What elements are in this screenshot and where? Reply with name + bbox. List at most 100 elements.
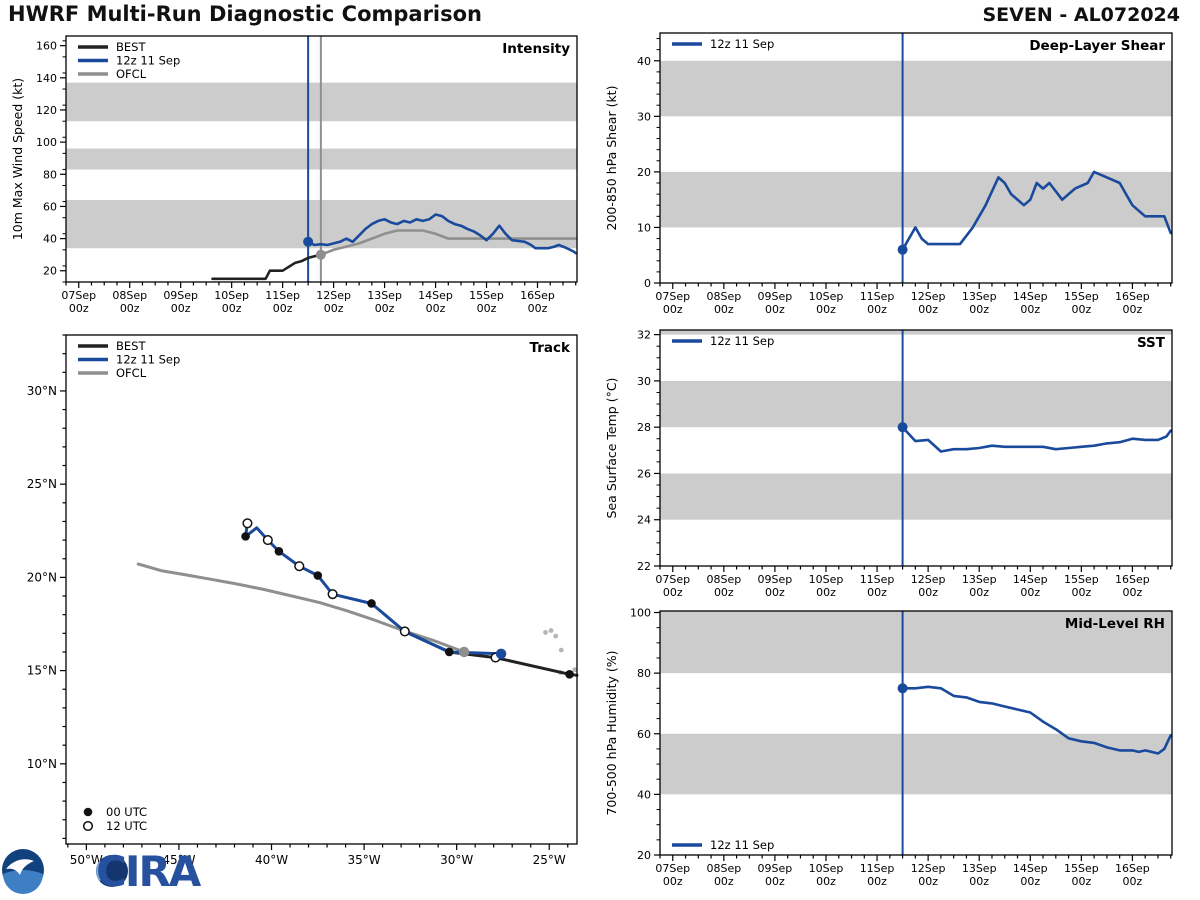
- x-tick-label: 00z: [969, 875, 989, 888]
- category-band: [660, 733, 1172, 795]
- x-tick-label: 07Sep: [655, 290, 690, 303]
- x-tick-label: 13Sep: [962, 290, 997, 303]
- x-tick-label: 00z: [663, 303, 683, 316]
- y-tick-label: 120: [36, 104, 57, 117]
- panel-title: Deep-Layer Shear: [1029, 38, 1165, 54]
- x-tick-label: 00z: [969, 586, 989, 599]
- y-tick-label: 80: [637, 667, 651, 680]
- x-tick-label: 15Sep: [1064, 862, 1099, 875]
- x-tick-label: 15Sep: [469, 289, 504, 302]
- panel-title: SST: [1137, 335, 1166, 351]
- x-tick-label: 09Sep: [758, 290, 793, 303]
- island: [572, 667, 578, 673]
- y-tick-label: 40: [637, 788, 651, 801]
- series-BEST: [211, 253, 323, 281]
- init-dot: [897, 683, 908, 694]
- y-tick-label: 10: [637, 221, 651, 234]
- noaa-bird-icon: [6, 859, 34, 875]
- panel-frame: [659, 32, 1173, 284]
- panel-title: Intensity: [502, 41, 570, 57]
- x-tick-label: 00z: [969, 303, 989, 316]
- cira-wordmark: CIRA: [96, 847, 202, 896]
- utc-legend-label: 12 UTC: [106, 819, 147, 833]
- sst-panel: 07Sep00z08Sep00z09Sep00z10Sep00z11Sep00z…: [604, 329, 1173, 599]
- x-tick-label: 00z: [324, 302, 344, 315]
- x-tick-label: 10Sep: [809, 573, 844, 586]
- marker-00utc: [444, 647, 454, 657]
- y-tick-label: 140: [36, 72, 57, 85]
- x-tick-label: 00z: [765, 586, 785, 599]
- track-init-dot: [495, 648, 507, 660]
- x-tick-label: 16Sep: [1115, 290, 1150, 303]
- lon-tick-label: 45°W: [162, 853, 195, 867]
- x-tick-label: 00z: [867, 586, 887, 599]
- lon-tick-label: 30°W: [440, 853, 473, 867]
- x-tick-label: 13Sep: [367, 289, 402, 302]
- legend-label: 12z 11 Sep: [710, 37, 774, 51]
- y-tick-label: 60: [637, 728, 651, 741]
- x-tick-label: 00z: [1071, 875, 1091, 888]
- x-tick-label: 07Sep: [655, 573, 690, 586]
- x-tick-label: 00z: [765, 875, 785, 888]
- intensity-panel: 07Sep00z08Sep00z09Sep00z10Sep00z11Sep00z…: [10, 35, 578, 315]
- init-dot: [897, 244, 908, 255]
- legend-label: 12z 11 Sep: [116, 54, 180, 68]
- panel-frame: [659, 329, 1173, 567]
- y-tick-label: 30: [637, 375, 651, 388]
- x-tick-label: 09Sep: [758, 862, 793, 875]
- panel-frame: [65, 35, 578, 283]
- init-dot: [303, 236, 314, 247]
- marker-12utc: [399, 626, 410, 637]
- x-tick-label: 00z: [1123, 586, 1143, 599]
- x-tick-label: 00z: [273, 302, 293, 315]
- x-tick-label: 12Sep: [316, 289, 351, 302]
- x-tick-label: 00z: [171, 302, 191, 315]
- lat-tick-label: 10°N: [27, 757, 57, 771]
- x-tick-label: 12Sep: [911, 573, 946, 586]
- y-axis-label: 700-500 hPa Humidity (%): [604, 650, 619, 815]
- x-tick-label: 16Sep: [520, 289, 555, 302]
- x-tick-label: 10Sep: [809, 290, 844, 303]
- x-tick-label: 00z: [816, 586, 836, 599]
- x-tick-label: 00z: [1123, 875, 1143, 888]
- marker-12utc: [327, 589, 338, 600]
- x-tick-label: 14Sep: [1013, 573, 1048, 586]
- x-tick-label: 07Sep: [655, 862, 690, 875]
- x-tick-label: 11Sep: [265, 289, 300, 302]
- rh-panel: 07Sep00z08Sep00z09Sep00z10Sep00z11Sep00z…: [604, 607, 1173, 888]
- x-tick-label: 00z: [426, 302, 446, 315]
- shear-panel: 07Sep00z08Sep00z09Sep00z10Sep00z11Sep00z…: [604, 32, 1173, 316]
- x-tick-label: 00z: [1123, 303, 1143, 316]
- category-band: [660, 611, 1172, 674]
- legend-00utc-icon: [83, 807, 93, 817]
- y-axis-label: 10m Max Wind Speed (kt): [10, 78, 25, 240]
- panel-title: Track: [530, 340, 571, 356]
- y-tick-label: 30: [637, 110, 651, 123]
- x-tick-label: 00z: [1020, 875, 1040, 888]
- x-tick-label: 00z: [222, 302, 242, 315]
- series-12z 11 Sep: [306, 213, 578, 255]
- island: [558, 647, 564, 653]
- page-title: HWRF Multi-Run Diagnostic Comparison: [8, 2, 483, 26]
- x-tick-label: 00z: [816, 875, 836, 888]
- y-tick-label: 0: [644, 277, 651, 290]
- category-band: [660, 330, 1172, 335]
- x-tick-label: 09Sep: [163, 289, 198, 302]
- legend-label: BEST: [116, 339, 146, 353]
- x-tick-label: 14Sep: [1013, 862, 1048, 875]
- utc-legend-label: 00 UTC: [106, 805, 147, 819]
- x-tick-label: 00z: [714, 875, 734, 888]
- y-tick-label: 20: [43, 265, 57, 278]
- marker-12utc: [242, 518, 253, 529]
- init-dot: [315, 249, 326, 260]
- x-tick-label: 00z: [1071, 586, 1091, 599]
- lon-tick-label: 25°W: [533, 853, 566, 867]
- cira-globe-arc: [96, 861, 103, 881]
- track-OFCL: [136, 562, 466, 654]
- x-tick-label: 00z: [765, 303, 785, 316]
- x-tick-label: 00z: [714, 586, 734, 599]
- legend-label: OFCL: [116, 366, 147, 380]
- storm-title: SEVEN - AL072024: [982, 4, 1181, 26]
- y-tick-label: 22: [637, 560, 651, 573]
